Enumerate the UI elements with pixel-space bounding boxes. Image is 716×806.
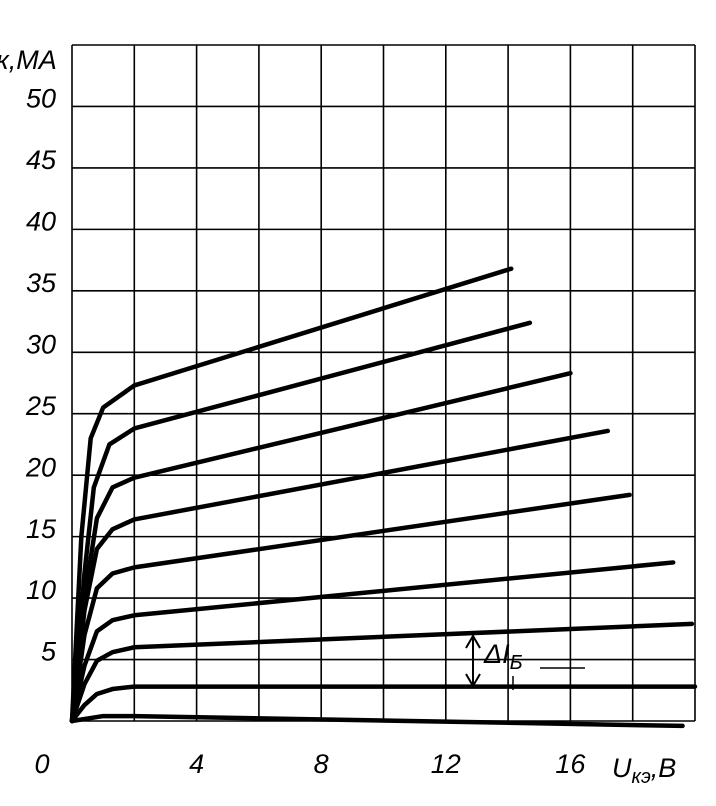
y-tick-label: 45 (26, 145, 57, 175)
annotation-text: ΔIБ (483, 639, 523, 674)
annotation: ΔIБ (465, 634, 585, 690)
x-axis-label: Uкэ,В (612, 753, 676, 788)
y-tick-label: 10 (26, 575, 56, 605)
y-tick-label: 20 (25, 452, 56, 482)
x-label-unit: ,В (651, 753, 677, 783)
x-tick-label: 16 (555, 749, 586, 779)
x-tick-label: 4 (189, 749, 204, 779)
y-tick-label: 50 (26, 84, 56, 114)
curve (69, 492, 632, 724)
curve (69, 621, 695, 724)
y-tick-label: 15 (26, 514, 57, 544)
y-tick-label: 5 (41, 637, 57, 667)
curve (69, 560, 676, 724)
y-tick-label: 35 (26, 268, 57, 298)
curve (69, 266, 514, 724)
x-label-sub: кэ (632, 766, 651, 788)
x-tick-label: 8 (314, 749, 329, 779)
curve (69, 428, 611, 724)
y-tick-label: 25 (25, 391, 57, 421)
curve (69, 713, 685, 729)
y-tick-label: 30 (26, 329, 56, 359)
x-tick-label: 12 (431, 749, 461, 779)
y-axis-label: к,МА (0, 45, 57, 75)
y-tick-label: 40 (26, 206, 56, 236)
curve (69, 684, 698, 724)
x-label-main: U (612, 753, 632, 783)
annotation-main: ΔI (483, 639, 510, 669)
annotation-sub: Б (510, 652, 523, 674)
x-tick-label: 0 (34, 749, 49, 779)
